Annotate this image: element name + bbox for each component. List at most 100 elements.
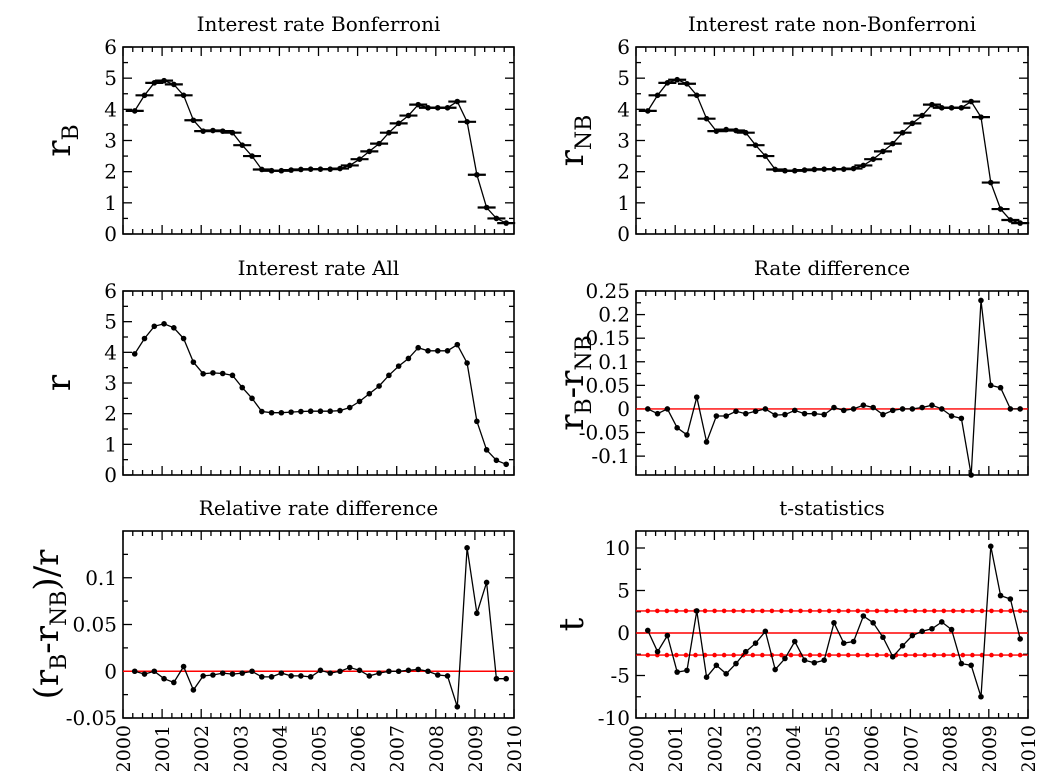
data-point xyxy=(327,408,334,415)
data-point xyxy=(919,112,925,119)
data-point xyxy=(997,592,1004,599)
y-tick-label: 2 xyxy=(617,160,630,184)
data-point xyxy=(821,166,827,172)
data-point xyxy=(131,668,138,675)
y-tick-label: 0 xyxy=(104,659,117,683)
reference-line-marker xyxy=(721,652,727,658)
data-point xyxy=(919,628,925,635)
data-point xyxy=(249,153,255,159)
data-point xyxy=(317,166,324,172)
data-point xyxy=(899,406,906,412)
data-point xyxy=(503,675,509,682)
data-point xyxy=(870,156,876,162)
data-point xyxy=(474,610,480,617)
panel-frame xyxy=(122,46,515,235)
data-point xyxy=(958,660,965,667)
reference-line-marker xyxy=(702,608,708,614)
x-tick-label: 2001 xyxy=(152,725,174,771)
data-point xyxy=(434,348,441,354)
x-tick-label: 2007 xyxy=(387,725,409,771)
reference-line-marker xyxy=(760,608,765,614)
data-point xyxy=(958,104,965,111)
data-point xyxy=(210,672,216,678)
y-tick-label: 3 xyxy=(104,129,117,153)
reference-line-marker xyxy=(1008,608,1013,614)
reference-line-marker xyxy=(931,652,937,658)
data-point xyxy=(503,220,509,226)
x-tick-label: 2008 xyxy=(940,725,962,771)
reference-line-marker xyxy=(1017,652,1023,658)
data-point xyxy=(870,404,876,411)
reference-line-marker xyxy=(788,608,794,614)
data-point xyxy=(278,670,285,676)
y-tick-label: -10 xyxy=(598,706,630,730)
reference-line-marker xyxy=(693,652,698,658)
data-point xyxy=(772,412,778,418)
x-tick-label: 2001 xyxy=(665,725,687,771)
y-tick-label: 6 xyxy=(104,279,117,303)
reference-line-marker xyxy=(931,608,937,614)
data-point xyxy=(801,410,808,417)
data-point xyxy=(229,671,236,677)
data-point xyxy=(346,664,353,671)
data-point xyxy=(664,406,671,412)
panel-rall: Interest rate All 0 1 2 3 4 5 6 r xyxy=(39,256,515,487)
panel-title: Interest rate Bonferroni xyxy=(197,12,441,36)
data-point xyxy=(929,101,935,108)
reference-line-marker xyxy=(960,608,966,614)
data-point xyxy=(664,80,671,86)
data-point xyxy=(703,115,710,122)
y-tick-label: 5 xyxy=(617,579,630,603)
y-axis-label: r xyxy=(39,374,79,391)
y-tick-label: 0.1 xyxy=(85,566,117,590)
data-point xyxy=(356,667,363,674)
data-point xyxy=(644,406,651,412)
x-tick-label: 2003 xyxy=(744,725,766,771)
reference-line-marker xyxy=(836,652,842,658)
data-point xyxy=(938,619,945,625)
data-point xyxy=(644,108,651,114)
x-tick-label: 2008 xyxy=(426,725,448,771)
data-point xyxy=(762,406,769,412)
data-point xyxy=(180,663,187,670)
reference-line-marker xyxy=(903,652,908,658)
data-point xyxy=(171,81,177,88)
data-point xyxy=(259,408,265,415)
data-point xyxy=(298,673,304,679)
data-point xyxy=(317,408,324,415)
data-point xyxy=(821,657,827,663)
series-line xyxy=(647,300,1021,476)
data-point xyxy=(703,674,710,680)
panel-tstat: t-statistics -10 -5 0 5 10 2000 2001 2002 2003 200… xyxy=(552,496,1040,771)
x-tick-label: 2002 xyxy=(191,725,213,771)
y-tick-label: 0.05 xyxy=(585,373,630,397)
data-point xyxy=(337,407,343,414)
reference-line-marker xyxy=(941,608,947,614)
panel-title: Rate difference xyxy=(754,256,910,280)
reference-line-marker xyxy=(960,652,966,658)
data-point xyxy=(268,409,275,416)
reference-line-marker xyxy=(855,608,861,614)
y-tick-label: 6 xyxy=(617,35,630,59)
reference-line-marker xyxy=(998,652,1004,658)
data-point xyxy=(131,108,138,114)
data-point xyxy=(444,348,451,354)
y-axis-label: t xyxy=(552,617,592,631)
data-point xyxy=(801,657,808,663)
data-point xyxy=(782,655,788,662)
reference-line-marker xyxy=(721,608,727,614)
data-point xyxy=(503,461,509,468)
reference-line-marker xyxy=(874,608,880,614)
y-axis-label: (rB-rNB)/r xyxy=(27,549,72,700)
data-point xyxy=(880,634,886,641)
data-point xyxy=(752,640,759,646)
panel-frame xyxy=(122,290,515,476)
panel-frame xyxy=(635,290,1029,476)
data-point xyxy=(346,404,353,411)
data-point xyxy=(493,675,500,682)
data-point xyxy=(161,77,167,84)
data-point xyxy=(190,359,197,365)
y-tick-label: -5 xyxy=(611,664,630,688)
data-point xyxy=(752,142,759,148)
data-point xyxy=(229,372,236,379)
